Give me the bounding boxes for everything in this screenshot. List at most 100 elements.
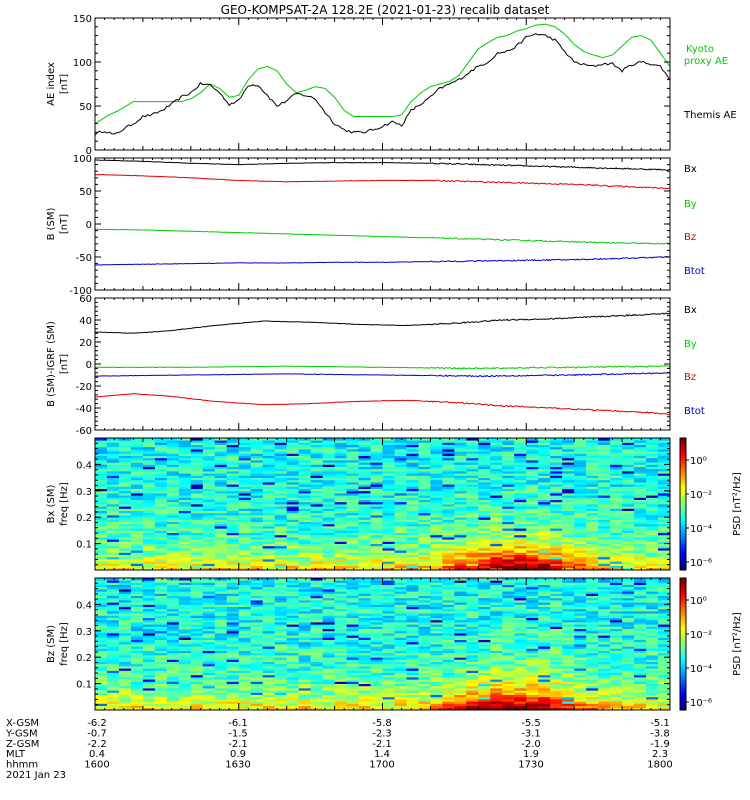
- spectrogram-cell: [178, 508, 192, 511]
- spectrogram-cell: [466, 530, 479, 533]
- spectrogram-cell: [514, 449, 527, 452]
- spectrogram-cell: [130, 537, 144, 540]
- spectrogram-cell: [214, 506, 228, 509]
- spectrogram-cell: [95, 626, 108, 629]
- spectrogram-cell: [610, 464, 623, 467]
- spectrogram-cell: [502, 490, 515, 494]
- spectrogram-cell: [334, 440, 347, 443]
- spectrogram-cell: [95, 633, 108, 636]
- spectrogram-cell: [178, 466, 192, 470]
- spectrogram-cell: [538, 475, 551, 478]
- spectrogram-cell: [430, 468, 443, 472]
- spectrogram-cell: [106, 688, 120, 691]
- spectrogram-cell: [562, 497, 575, 500]
- spectrogram-cell: [130, 600, 144, 603]
- spectrogram-cell: [334, 655, 347, 658]
- colorbar-step: [680, 440, 686, 443]
- spectrogram-cell: [262, 619, 276, 623]
- spectrogram-cell: [166, 615, 180, 618]
- spectrogram-cell: [538, 530, 551, 533]
- spectrogram-cell: [358, 550, 371, 553]
- spectrogram-cell: [574, 457, 587, 461]
- spectrogram-cell: [586, 475, 599, 478]
- spectrogram-cell: [95, 624, 108, 627]
- spectrogram-cell: [298, 688, 312, 691]
- spectrogram-cell: [514, 457, 527, 461]
- spectrogram-cell: [95, 565, 108, 569]
- spectrogram-cell: [262, 613, 276, 616]
- spectrogram-cell: [466, 466, 479, 470]
- spectrogram-cell: [166, 688, 180, 691]
- spectrogram-cell: [214, 630, 228, 634]
- spectrogram-cell: [154, 468, 168, 472]
- spectrogram-cell: [334, 451, 347, 454]
- spectrogram-cell: [214, 526, 228, 529]
- spectrogram-cell: [298, 580, 312, 583]
- spectrogram-cell: [358, 543, 371, 547]
- spectrogram-cell: [370, 523, 383, 527]
- spectrogram-cell: [550, 477, 563, 481]
- spectrogram-cell: [118, 442, 132, 445]
- spectrogram-cell: [238, 515, 252, 518]
- spectrogram-cell: [238, 646, 252, 649]
- spectrogram-cell: [154, 670, 168, 673]
- spectrogram-cell: [430, 462, 443, 465]
- spectrogram-cell: [334, 611, 347, 614]
- spectrogram-cell: [262, 457, 276, 461]
- spectrogram-cell: [202, 545, 216, 549]
- spectrogram-cell: [406, 438, 419, 441]
- spectrogram-cell: [550, 565, 563, 569]
- spectrogram-cell: [190, 455, 204, 459]
- spectrogram-cell: [610, 477, 623, 481]
- spectrogram-cell: [298, 617, 312, 621]
- spectrogram-cell: [490, 523, 503, 527]
- spectrogram-cell: [262, 611, 276, 614]
- spectrogram-cell: [526, 495, 539, 498]
- spectrogram-cell: [226, 501, 240, 505]
- spectrogram-cell: [178, 515, 192, 518]
- spectrogram-cell: [466, 488, 479, 492]
- spectrogram-cell: [598, 488, 611, 492]
- spectrogram-cell: [310, 519, 324, 522]
- spectrogram-cell: [634, 532, 647, 536]
- spectrogram-cell: [202, 473, 216, 476]
- spectrogram-cell: [95, 444, 108, 448]
- spectrogram-cell: [586, 493, 599, 496]
- spectrogram-cell: [358, 521, 371, 525]
- spectrogram-cell: [310, 608, 324, 612]
- spectrogram-cell: [238, 490, 252, 494]
- spectrogram-cell: [154, 506, 168, 509]
- spectrogram-cell: [310, 556, 324, 560]
- spectrogram-cell: [250, 597, 264, 601]
- spectrogram-cell: [202, 644, 216, 647]
- spectrogram-cell: [190, 462, 204, 465]
- spectrogram-cell: [538, 449, 551, 452]
- spectrogram-cell: [238, 670, 252, 673]
- spectrogram-cell: [646, 486, 659, 489]
- spectrogram-cell: [190, 490, 204, 494]
- spectrogram-cell: [178, 600, 192, 603]
- spectrogram-cell: [190, 628, 204, 632]
- spectrogram-cell: [250, 510, 264, 514]
- spectrogram-cell: [166, 593, 180, 596]
- spectrogram-cell: [178, 504, 192, 507]
- spectrogram-cell: [274, 554, 288, 558]
- spectrogram-cell: [406, 488, 419, 492]
- spectrogram-cell: [526, 440, 539, 443]
- spectrogram-cell: [322, 438, 335, 441]
- spectrogram-cell: [406, 552, 419, 555]
- spectrogram-cell: [142, 670, 156, 673]
- spectrogram-cell: [430, 537, 443, 540]
- spectrogram-cell: [106, 495, 120, 498]
- spectrogram-cell: [298, 532, 312, 536]
- spectrogram-cell: [190, 444, 204, 448]
- spectrogram-cell: [274, 617, 288, 621]
- spectrogram-cell: [166, 508, 180, 511]
- spectrogram-cell: [394, 541, 407, 544]
- spectrogram-cell: [95, 519, 108, 522]
- spectrogram-cell: [394, 552, 407, 555]
- spectrogram-cell: [178, 457, 192, 461]
- spectrogram-cell: [598, 530, 611, 533]
- spectrogram-cell: [382, 457, 395, 461]
- spectrogram-cell: [154, 475, 168, 478]
